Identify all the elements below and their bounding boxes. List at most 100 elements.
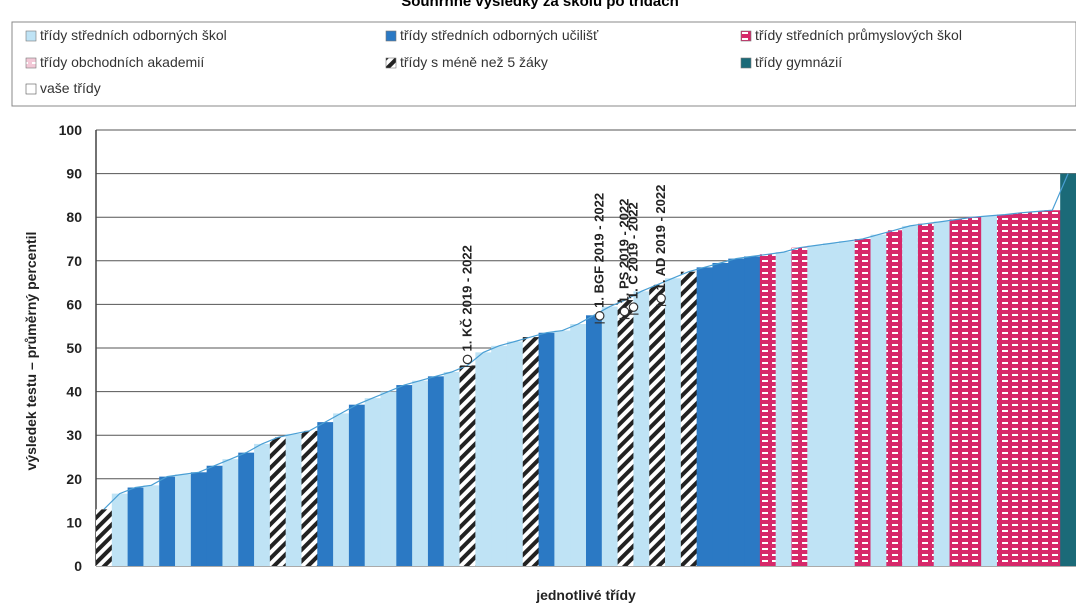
y-tick-label: 50 — [66, 340, 82, 356]
legend-swatch — [740, 30, 752, 42]
bar-small — [649, 284, 666, 566]
bar-sou — [238, 452, 255, 566]
bar-sps — [1012, 212, 1030, 566]
bar-sos — [870, 234, 887, 566]
bar-small — [680, 271, 698, 566]
bar-sou — [712, 262, 729, 566]
bar-sos — [823, 243, 840, 567]
bar-sou — [538, 332, 555, 566]
legend-item-sps: třídy středních průmyslových škol — [740, 27, 962, 43]
bar-sos — [506, 341, 524, 566]
bar-sou — [159, 476, 176, 566]
bar-sos — [443, 371, 461, 566]
x-axis-title: jednotlivé třídy — [535, 587, 636, 603]
legend-label: třídy středních odborných škol — [40, 27, 227, 43]
bar-sos — [775, 252, 792, 566]
bar-sos — [380, 391, 397, 566]
class-label: 1. BGF 2019 - 2022 — [592, 193, 607, 308]
your-class-marker: 1. PS 2019 - 2022 — [617, 199, 632, 320]
bar-sos — [143, 485, 160, 566]
bar-small — [269, 437, 287, 566]
y-tick-label: 80 — [66, 209, 82, 225]
legend-item-small: třídy s méně než 5 žáky — [385, 54, 548, 70]
bar-sos — [475, 352, 492, 566]
bar-sos — [902, 225, 919, 567]
y-tick-label: 10 — [66, 514, 82, 530]
bars — [96, 173, 1076, 567]
legend-label: vaše třídy — [40, 80, 101, 96]
legend-item-yours: vaše třídy — [25, 80, 101, 96]
class-label: 1. C 2019 - 2022 — [626, 202, 641, 299]
your-class-marker: 1. C 2019 - 2022 — [626, 202, 641, 315]
class-label: 1. PS 2019 - 2022 — [617, 199, 632, 304]
class-annotations: 1. KČ 2019 - 2022 1. BGF 2019 - 2022 1. PS… — [459, 185, 668, 368]
bar-sps — [965, 217, 982, 566]
bar-sos — [838, 241, 856, 566]
your-class-icon — [594, 311, 605, 321]
y-tick-label: 70 — [66, 253, 82, 269]
legend-label: třídy středních odborných učilišť — [400, 27, 599, 43]
legend-label: třídy s méně než 5 žáky — [400, 54, 548, 70]
your-class-marker: 1. AD 2019 - 2022 — [653, 185, 668, 306]
bar-gym — [1060, 173, 1076, 566]
your-class-icon — [619, 306, 630, 317]
bar-sou — [744, 256, 761, 566]
bar-sou — [206, 465, 223, 566]
y-tick-label: 60 — [66, 296, 82, 312]
bar-sos — [412, 380, 429, 566]
bar-small — [522, 337, 540, 566]
bar-small — [617, 300, 634, 566]
legend-item-sos: třídy středních odborných škol — [25, 27, 227, 43]
bar-sos — [254, 443, 271, 566]
your-class-marker: 1. KČ 2019 - 2022 — [459, 245, 474, 368]
bar-sos — [222, 459, 239, 566]
bar-sos — [333, 413, 350, 566]
bar-sou — [190, 472, 208, 566]
bar-sos — [364, 398, 382, 566]
your-class-icon — [628, 302, 639, 312]
bars-outline — [103, 173, 1069, 510]
bar-sos — [601, 306, 619, 566]
legend-swatch — [385, 57, 397, 69]
legend-swatch — [740, 57, 752, 69]
bar-sou — [427, 376, 445, 566]
legend-frame — [11, 21, 1076, 107]
legend-label: třídy středních průmyslových škol — [755, 27, 962, 43]
bar-sos — [285, 433, 302, 566]
bar-sos — [933, 221, 951, 566]
legend-label: třídy obchodních akademií — [40, 54, 204, 70]
bar-sps — [886, 230, 903, 566]
bar-sou — [348, 404, 366, 566]
bar-sou — [728, 258, 745, 566]
bar-small — [459, 365, 476, 566]
bar-sos — [111, 493, 129, 566]
bar-sos — [807, 245, 824, 567]
bar-sos — [570, 324, 587, 566]
bar-sos — [981, 215, 998, 566]
legend-item-sou: třídy středních odborných učilišť — [385, 27, 599, 43]
your-class-icon — [656, 293, 666, 304]
y-tick-label: 0 — [74, 558, 82, 574]
y-tick-label: 30 — [66, 427, 82, 443]
y-axis-title: výsledek testu – průměrný percentil — [23, 232, 39, 471]
bar-sou — [586, 315, 603, 566]
bar-sos — [491, 345, 508, 566]
bar-small — [96, 509, 113, 566]
legend: třídy středních odborných škol třídy stře… — [11, 21, 1076, 107]
bar-sps — [759, 254, 777, 566]
bar-sps — [996, 214, 1014, 567]
legend-swatch — [25, 57, 37, 69]
class-label: 1. AD 2019 - 2022 — [653, 185, 668, 291]
bar-sps — [791, 247, 808, 566]
bar-sps — [917, 223, 935, 567]
bar-sou — [696, 267, 713, 566]
bar-sps — [1044, 210, 1061, 566]
legend-swatch — [25, 30, 37, 42]
bar-sou — [396, 385, 413, 566]
y-tick-label: 90 — [66, 166, 82, 182]
legend-swatch — [385, 30, 397, 42]
y-tick-label: 100 — [59, 122, 83, 138]
legend-label: třídy gymnázií — [755, 54, 842, 70]
class-label: 1. KČ 2019 - 2022 — [459, 245, 474, 351]
